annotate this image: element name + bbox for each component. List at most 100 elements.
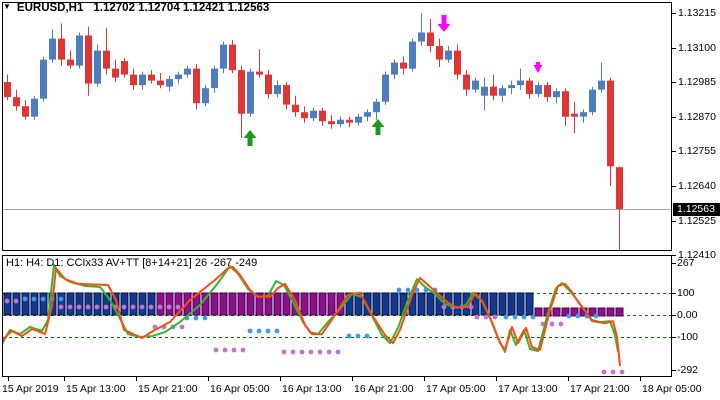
time-axis-label: 15 Apr 2019 bbox=[2, 383, 59, 395]
trend-dot-orchid bbox=[67, 304, 73, 310]
trend-dot-blue bbox=[247, 328, 253, 334]
histogram-bar bbox=[489, 292, 498, 316]
time-axis-label: 18 Apr 05:00 bbox=[642, 383, 702, 395]
histogram-bar bbox=[507, 292, 516, 316]
candle-body bbox=[508, 85, 515, 89]
trend-dot-orchid bbox=[290, 349, 296, 355]
candle-body bbox=[436, 46, 443, 60]
trend-dot-blue bbox=[202, 315, 208, 321]
trend-dot-orchid bbox=[549, 321, 555, 327]
trend-dot-blue bbox=[58, 296, 64, 302]
histogram-bar bbox=[282, 292, 291, 316]
time-axis-label: 15 Apr 21:00 bbox=[138, 383, 198, 395]
candle-body bbox=[220, 44, 227, 69]
candle-body bbox=[112, 68, 119, 78]
candle-body bbox=[193, 68, 200, 104]
buy-signal-arrow-icon bbox=[243, 130, 257, 146]
trend-dot-orchid bbox=[441, 304, 447, 310]
price-axis-label: 1.12985 bbox=[678, 76, 716, 88]
time-axis-label: 16 Apr 13:00 bbox=[282, 383, 342, 395]
candle-body bbox=[562, 91, 569, 117]
histogram-bar bbox=[417, 292, 426, 316]
candle-body bbox=[103, 50, 110, 69]
price-axis-label: 1.12410 bbox=[678, 249, 716, 261]
histogram-bar bbox=[426, 292, 435, 316]
trend-dot-orchid bbox=[492, 314, 498, 320]
candle-body bbox=[13, 97, 20, 107]
histogram-bar bbox=[210, 292, 219, 316]
candle-body bbox=[571, 113, 578, 117]
candle-body bbox=[355, 116, 362, 123]
trend-dot-orchid bbox=[222, 347, 228, 353]
trend-dot-blue bbox=[593, 313, 599, 319]
candle-body bbox=[553, 91, 560, 98]
histogram-bar bbox=[219, 292, 228, 316]
histogram-bar bbox=[129, 292, 138, 316]
ohlc-values-label: 1.12702 1.12704 1.12421 1.12563 bbox=[93, 2, 270, 14]
trend-dot-blue bbox=[346, 333, 352, 339]
time-axis-label: 17 Apr 05:00 bbox=[426, 383, 486, 395]
trend-dot-orchid bbox=[148, 304, 154, 310]
histogram-bar bbox=[156, 292, 165, 316]
trend-dot-orchid bbox=[299, 349, 305, 355]
trend-dot-orchid bbox=[76, 304, 82, 310]
indicator-axis-label: 100 bbox=[677, 287, 695, 299]
candle-body bbox=[130, 74, 137, 86]
price-axis-label: 1.12640 bbox=[678, 180, 716, 192]
candle-body bbox=[166, 79, 173, 87]
histogram-bar bbox=[597, 307, 606, 317]
histogram-bar bbox=[363, 292, 372, 316]
histogram-bar bbox=[534, 307, 543, 317]
indicator-histogram bbox=[3, 292, 624, 317]
histogram-bar bbox=[273, 292, 282, 316]
candle-body bbox=[472, 80, 479, 90]
candle-body bbox=[283, 85, 290, 105]
histogram-bar bbox=[615, 307, 624, 317]
histogram-bar bbox=[588, 307, 597, 317]
histogram-bar bbox=[120, 292, 129, 316]
candle-body bbox=[535, 85, 542, 95]
candle-body bbox=[301, 112, 308, 119]
trend-dot-orchid bbox=[121, 304, 127, 310]
candle-body bbox=[211, 68, 218, 89]
price-axis-label: 1.13100 bbox=[678, 42, 716, 54]
histogram-bar bbox=[57, 292, 66, 316]
indicator-axis-label: -100 bbox=[677, 331, 699, 343]
time-axis-label: 16 Apr 21:00 bbox=[354, 383, 414, 395]
trend-dot-orchid bbox=[468, 304, 474, 310]
trend-dot-blue bbox=[364, 333, 370, 339]
price-axis-label: 1.12525 bbox=[678, 215, 716, 227]
candle-body bbox=[274, 85, 281, 95]
histogram-bar bbox=[435, 292, 444, 316]
candle-body bbox=[364, 112, 371, 117]
trend-dot-blue bbox=[503, 314, 509, 320]
candle-body bbox=[346, 119, 353, 123]
candle-body bbox=[94, 50, 101, 84]
histogram-bar bbox=[138, 292, 147, 316]
histogram-bar bbox=[345, 292, 354, 316]
candle-body bbox=[445, 50, 452, 60]
candle-body bbox=[418, 32, 425, 42]
sell-signal-arrow-icon bbox=[437, 15, 451, 32]
candle-body bbox=[310, 110, 317, 119]
candle-body bbox=[238, 70, 245, 114]
trend-dot-blue bbox=[521, 314, 527, 320]
trend-dot-blue bbox=[566, 313, 572, 319]
histogram-bar bbox=[39, 292, 48, 316]
trend-dot-orchid bbox=[13, 298, 19, 304]
candle-body bbox=[22, 106, 29, 117]
candle-body bbox=[58, 38, 65, 60]
trend-dot-orchid bbox=[483, 314, 489, 320]
trend-dot-blue bbox=[274, 328, 280, 334]
candle-body bbox=[382, 74, 389, 102]
histogram-bar bbox=[30, 292, 39, 316]
trend-dot-orchid bbox=[179, 324, 185, 330]
symbol-dropdown-icon[interactable]: ▼ bbox=[3, 2, 11, 11]
candle-body bbox=[85, 35, 92, 84]
trend-dot-orchid bbox=[166, 304, 172, 310]
candle-body bbox=[481, 86, 488, 96]
candle-body bbox=[247, 71, 254, 114]
trend-dot-orchid bbox=[103, 304, 109, 310]
histogram-bar bbox=[552, 307, 561, 317]
